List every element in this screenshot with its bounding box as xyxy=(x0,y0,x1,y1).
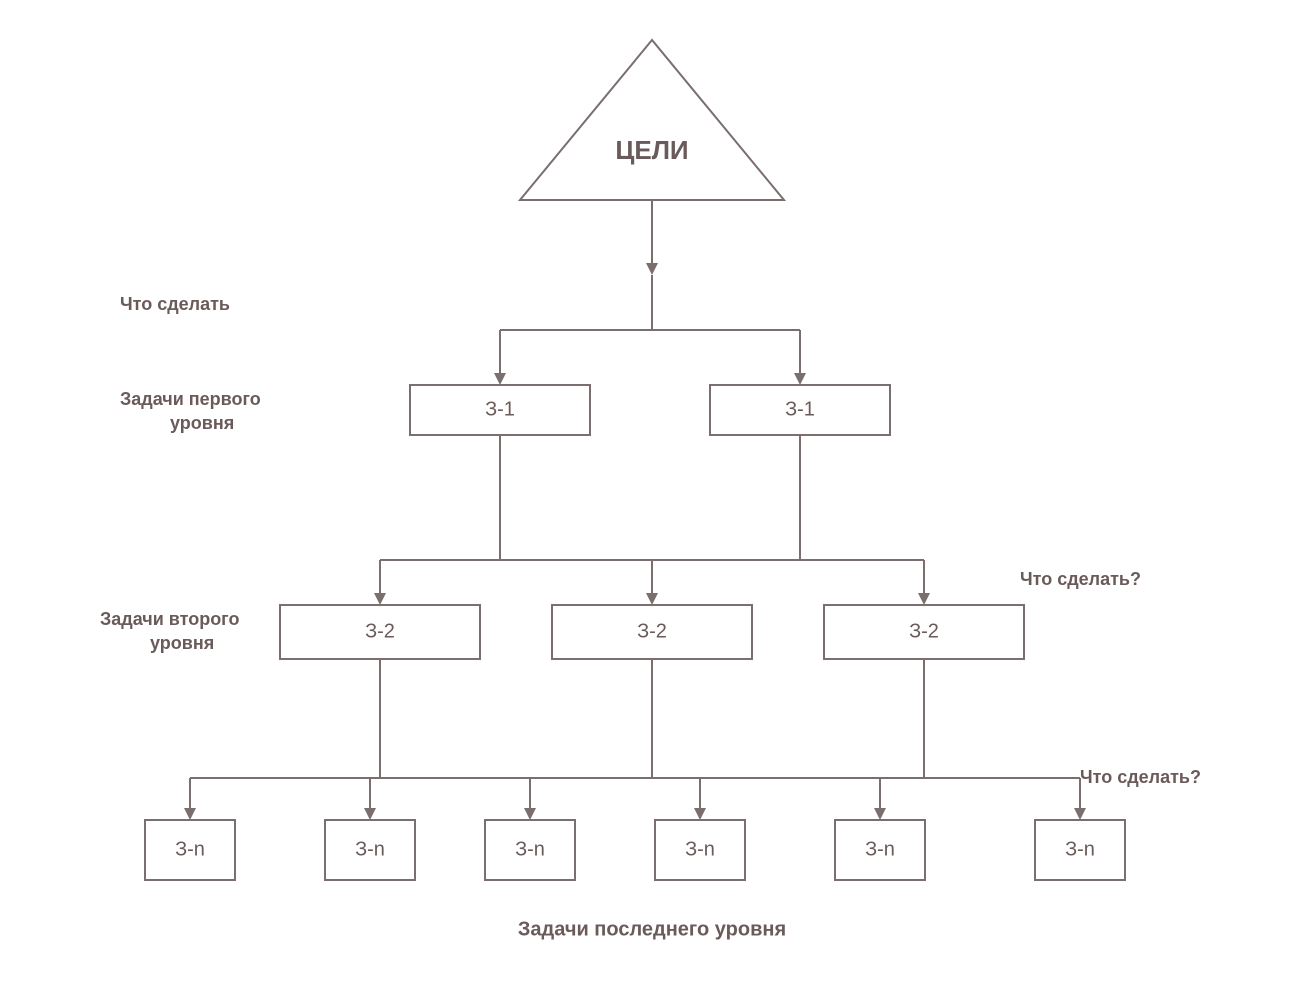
level2-node-1-label: З-2 xyxy=(637,620,667,642)
annotation-what_do_1: Что сделать xyxy=(120,294,230,314)
goal-tree-diagram: ЦЕЛИ З-1 З-1 З-2 З-2 З-2 З-n З-n З-n З-n З-n З-n Что… xyxy=(0,0,1304,984)
annotation-level2_lbl_a: Задачи второго xyxy=(100,609,239,629)
annotation-level2_lbl_b: уровня xyxy=(150,633,214,653)
annotation-level1_lbl_b: уровня xyxy=(170,413,234,433)
level1-node-1-label: З-1 xyxy=(785,398,815,420)
annotation-last_lbl: Задачи последнего уровня xyxy=(518,918,786,940)
level3-node-0-label: З-n xyxy=(175,838,205,860)
level1-node-0-label: З-1 xyxy=(485,398,515,420)
level3-node-2-label: З-n xyxy=(515,838,545,860)
level3-node-5-label: З-n xyxy=(1065,838,1095,860)
level2-node-0-label: З-2 xyxy=(365,620,395,642)
level3-node-4-label: З-n xyxy=(865,838,895,860)
root-label: ЦЕЛИ xyxy=(615,135,688,165)
root-triangle xyxy=(520,40,784,200)
level3-node-3-label: З-n xyxy=(685,838,715,860)
level2-node-2-label: З-2 xyxy=(909,620,939,642)
level3-node-1-label: З-n xyxy=(355,838,385,860)
annotation-what_do_2: Что сделать? xyxy=(1020,569,1141,589)
annotation-what_do_3: Что сделать? xyxy=(1080,767,1201,787)
annotation-level1_lbl_a: Задачи первого xyxy=(120,389,261,409)
